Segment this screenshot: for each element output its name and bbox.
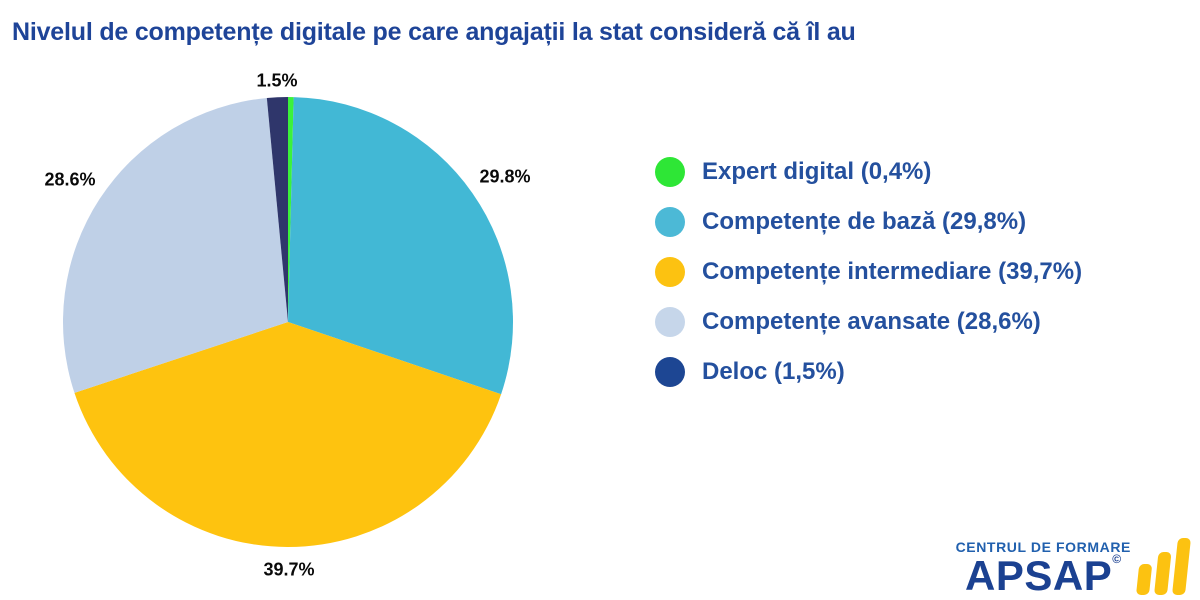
legend-dot-deloc [655, 357, 685, 387]
pie-chart: 1.5% 29.8% 28.6% 39.7% [44, 70, 531, 580]
legend-item-competente-intermediare: Competențe intermediare (39,7%) [655, 257, 1082, 287]
pie-label-competente-de-baza: 29.8% [479, 166, 531, 187]
pie-label-competente-avansate: 28.6% [44, 169, 96, 190]
pie-label-competente-intermediare: 39.7% [263, 559, 315, 580]
legend-dot-competente-intermediare [655, 257, 685, 287]
legend-item-deloc: Deloc (1,5%) [655, 357, 1082, 387]
page-title: Nivelul de competențe digitale pe care a… [12, 18, 856, 46]
logo-brand-name: APSAP [965, 552, 1113, 599]
pie-slice-0 [288, 97, 294, 322]
bar-chart-icon [1136, 538, 1191, 595]
legend-label: Deloc (1,5%) [702, 358, 845, 385]
legend-label: Expert digital (0,4%) [702, 158, 932, 185]
legend-dot-expert-digital [655, 157, 685, 187]
legend-label: Competențe intermediare (39,7%) [702, 258, 1083, 285]
legend-label: Competențe avansate (28,6%) [702, 308, 1041, 335]
legend: Expert digital (0,4%) Competențe de bază… [655, 157, 1082, 387]
legend-dot-competente-de-baza [655, 207, 685, 237]
apsap-logo: CENTRUL DE FORMARE APSAP© [956, 538, 1191, 597]
apsap-logo-text: CENTRUL DE FORMARE APSAP© [956, 539, 1131, 597]
pie-chart-svg [62, 97, 514, 548]
pie-slice-4 [266, 97, 288, 322]
pie-label-deloc: 1.5% [256, 70, 298, 91]
legend-item-competente-de-baza: Competențe de bază (29,8%) [655, 207, 1082, 237]
legend-item-competente-avansate: Competențe avansate (28,6%) [655, 307, 1082, 337]
pie-slice-1 [288, 97, 514, 395]
logo-tagline: CENTRUL DE FORMARE [955, 539, 1131, 555]
copyright-mark-icon: © [1112, 552, 1122, 566]
legend-item-expert-digital: Expert digital (0,4%) [655, 157, 1082, 187]
pie-slice-2 [74, 322, 502, 548]
logo-brand: APSAP© [965, 552, 1122, 599]
bar-icon-medium [1154, 552, 1172, 595]
bar-icon-large [1172, 538, 1191, 595]
bar-icon-small [1136, 564, 1153, 595]
legend-label: Competențe de bază (29,8%) [702, 208, 1027, 235]
pie-slice-3 [62, 98, 289, 393]
legend-dot-competente-avansate [655, 307, 685, 337]
